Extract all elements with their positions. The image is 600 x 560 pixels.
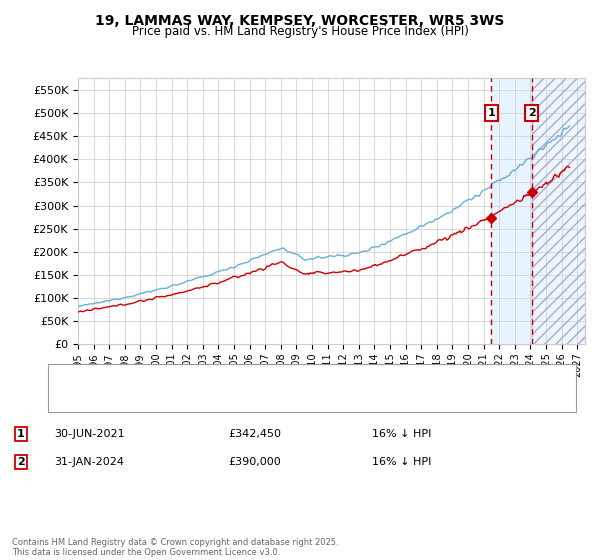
Text: 2: 2	[17, 457, 25, 467]
Bar	[491, 78, 532, 344]
Text: Contains HM Land Registry data © Crown copyright and database right 2025.
This d: Contains HM Land Registry data © Crown c…	[12, 538, 338, 557]
Text: 19, LAMMAS WAY, KEMPSEY, WORCESTER, WR5 3WS (detached house): 19, LAMMAS WAY, KEMPSEY, WORCESTER, WR5 …	[87, 372, 456, 382]
Bar	[532, 78, 585, 344]
Text: 2: 2	[528, 108, 536, 118]
Text: 31-JAN-2024: 31-JAN-2024	[54, 457, 124, 467]
Text: 1: 1	[17, 429, 25, 439]
Text: 16% ↓ HPI: 16% ↓ HPI	[372, 457, 431, 467]
Text: ─────: ─────	[57, 392, 95, 405]
Bar	[532, 78, 585, 344]
Text: 16% ↓ HPI: 16% ↓ HPI	[372, 429, 431, 439]
Text: £390,000: £390,000	[228, 457, 281, 467]
Text: 1: 1	[488, 108, 495, 118]
Text: 30-JUN-2021: 30-JUN-2021	[54, 429, 125, 439]
Text: £342,450: £342,450	[228, 429, 281, 439]
Text: 19, LAMMAS WAY, KEMPSEY, WORCESTER, WR5 3WS: 19, LAMMAS WAY, KEMPSEY, WORCESTER, WR5 …	[95, 14, 505, 28]
Text: HPI: Average price, detached house, Malvern Hills: HPI: Average price, detached house, Malv…	[87, 393, 347, 403]
Text: Price paid vs. HM Land Registry's House Price Index (HPI): Price paid vs. HM Land Registry's House …	[131, 25, 469, 38]
Text: ─────: ─────	[57, 371, 95, 384]
